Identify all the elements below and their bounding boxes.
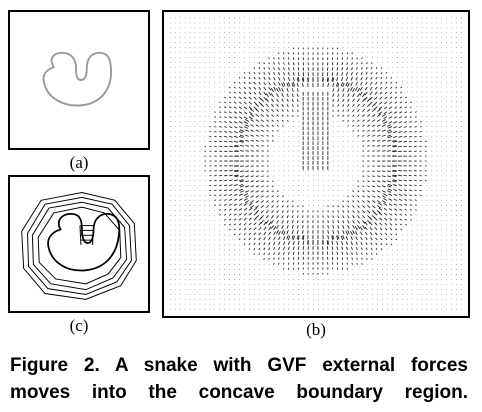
gvf-vector-field bbox=[169, 17, 462, 310]
panel-c-snake-evolution bbox=[8, 175, 150, 313]
caption-line-2: moves into the concave boundary region. bbox=[10, 382, 468, 403]
panel-c-label: (c) bbox=[69, 316, 89, 335]
caption-line-1: Figure 2. A snake with GVF external forc… bbox=[10, 355, 468, 376]
field-vectors bbox=[169, 17, 462, 310]
u-shape-boundary bbox=[42, 51, 113, 107]
panel-b-label: (b) bbox=[306, 320, 326, 339]
figure-caption: Figure 2. A snake with GVF external forc… bbox=[10, 352, 468, 406]
panel-a-label: (a) bbox=[69, 153, 89, 172]
panel-b-gvf-field bbox=[162, 10, 470, 318]
snake-contours bbox=[21, 192, 137, 300]
panel-a-object-boundary bbox=[8, 10, 150, 150]
